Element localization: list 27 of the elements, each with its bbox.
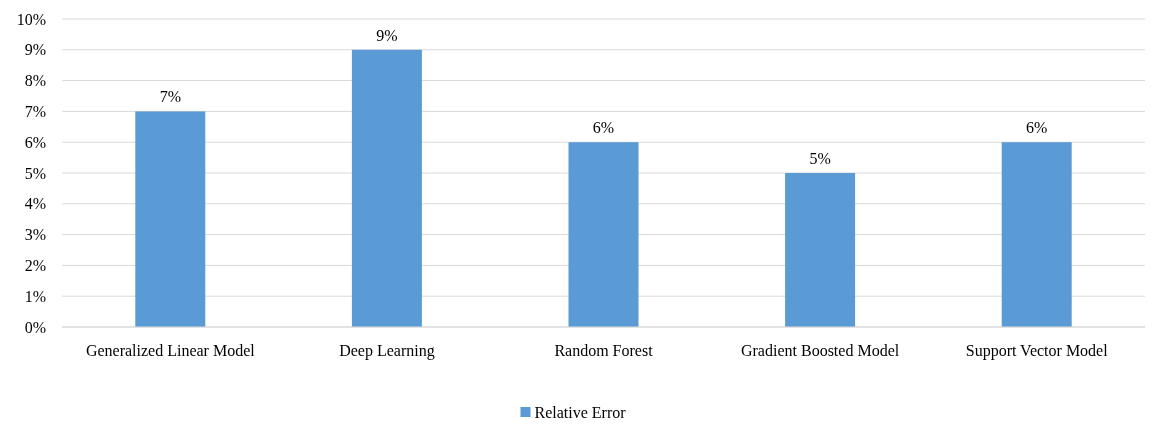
- bar: [1001, 142, 1072, 327]
- data-label: 6%: [1026, 119, 1048, 137]
- y-tick-label: 10%: [16, 10, 46, 28]
- bar: [351, 49, 422, 327]
- x-tick-label: Support Vector Model: [965, 342, 1109, 360]
- x-tick-label: Gradient Boosted Model: [741, 342, 900, 359]
- x-tick-label: Deep Learning: [339, 342, 435, 360]
- data-label: 6%: [592, 119, 615, 137]
- data-label: 9%: [376, 26, 398, 44]
- x-tick-label: Random Forest: [554, 342, 654, 359]
- y-tick-label: 7%: [24, 103, 46, 120]
- bar: [568, 142, 639, 327]
- y-tick-label: 3%: [24, 226, 46, 244]
- y-tick-label: 9%: [24, 41, 46, 59]
- y-tick-label: 5%: [24, 164, 46, 182]
- bar: [135, 111, 206, 327]
- bar: [785, 173, 856, 327]
- legend-label: Relative Error: [534, 403, 627, 421]
- data-label: 7%: [159, 88, 181, 106]
- y-tick-label: 8%: [24, 72, 46, 90]
- y-tick-label: 2%: [24, 257, 46, 274]
- data-label: 5%: [809, 150, 831, 167]
- y-tick-label: 0%: [24, 318, 46, 336]
- y-tick-label: 1%: [24, 287, 46, 305]
- y-tick-label: 4%: [24, 195, 46, 213]
- y-tick-label: 6%: [24, 133, 46, 151]
- x-tick-label: Generalized Linear Model: [85, 342, 256, 359]
